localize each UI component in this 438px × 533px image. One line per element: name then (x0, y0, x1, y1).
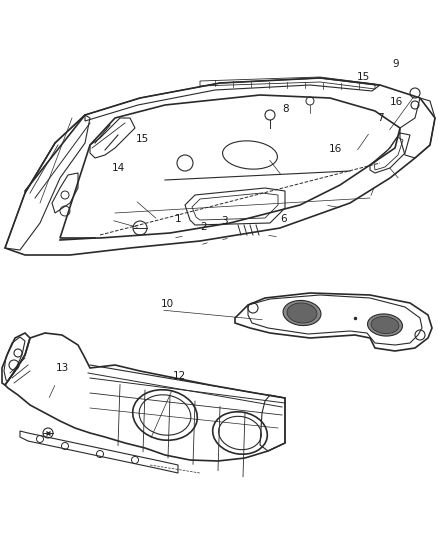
Text: 10: 10 (161, 299, 174, 309)
Text: 2: 2 (201, 222, 207, 231)
Text: 9: 9 (392, 59, 399, 69)
Text: 6: 6 (280, 214, 287, 223)
Text: 14: 14 (112, 163, 125, 173)
Text: 16: 16 (390, 98, 403, 107)
Text: 13: 13 (56, 363, 69, 373)
Text: 8: 8 (283, 104, 289, 114)
Text: 3: 3 (221, 216, 228, 226)
Ellipse shape (371, 317, 399, 334)
Text: 15: 15 (136, 134, 149, 143)
Text: 15: 15 (357, 72, 370, 82)
Text: 7: 7 (378, 114, 384, 123)
Text: 12: 12 (173, 371, 186, 381)
Text: 16: 16 (328, 144, 342, 154)
Ellipse shape (367, 314, 403, 336)
Text: 1: 1 (174, 214, 181, 223)
Ellipse shape (287, 303, 317, 323)
Ellipse shape (283, 301, 321, 326)
